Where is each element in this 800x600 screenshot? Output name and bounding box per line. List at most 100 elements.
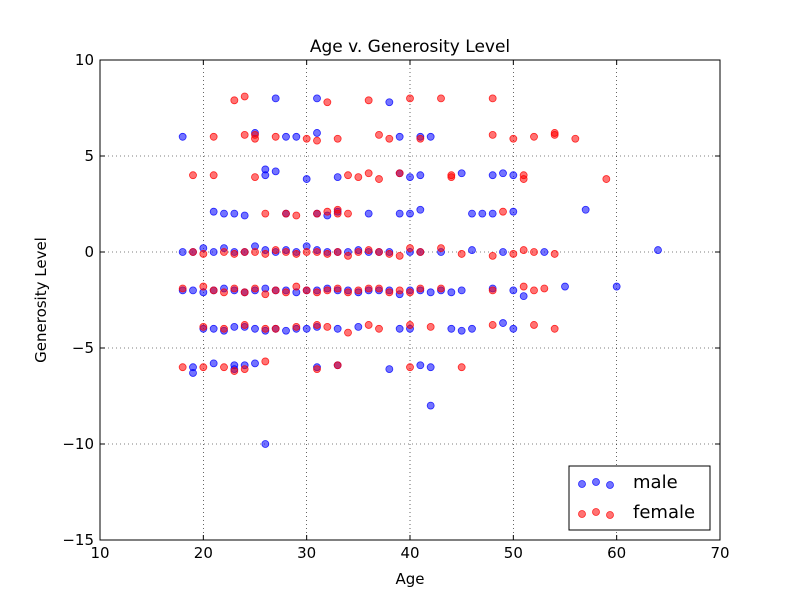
- female-data-point: [530, 132, 538, 141]
- legend-marker: [606, 481, 614, 489]
- legend-marker: [592, 478, 600, 486]
- female-data-point: [178, 363, 187, 372]
- male-data-point: [302, 175, 311, 183]
- female-data-point: [199, 282, 208, 291]
- female-data-point: [457, 363, 466, 372]
- female-data-point: [364, 321, 373, 329]
- female-data-point: [323, 207, 332, 216]
- female-data-point: [509, 134, 518, 143]
- female-data-point: [385, 250, 394, 258]
- series-female: [178, 92, 611, 375]
- male-data-point: [292, 132, 301, 141]
- male-data-point: [230, 209, 239, 218]
- female-data-point: [395, 251, 404, 260]
- male-data-point: [395, 209, 404, 218]
- x-tick-label: 50: [504, 544, 523, 562]
- legend-box: [568, 465, 711, 531]
- female-data-point: [354, 286, 363, 295]
- male-data-point: [499, 248, 507, 256]
- female-data-point: [240, 248, 249, 256]
- female-data-point: [230, 96, 239, 105]
- female-data-point: [416, 134, 425, 143]
- female-data-point: [209, 171, 218, 180]
- female-data-point: [292, 322, 301, 331]
- male-data-point: [261, 171, 270, 180]
- female-data-point: [344, 209, 352, 218]
- male-data-point: [333, 324, 342, 333]
- male-data-point: [385, 365, 394, 374]
- female-data-point: [282, 248, 290, 256]
- female-data-point: [488, 251, 497, 260]
- legend: male female: [568, 465, 711, 531]
- female-data-point: [282, 209, 290, 218]
- female-data-point: [333, 209, 342, 218]
- female-data-point: [261, 324, 270, 333]
- female-data-point: [395, 169, 404, 178]
- legend-female-markers: [578, 508, 614, 519]
- female-data-point: [313, 209, 321, 218]
- male-data-point: [416, 361, 425, 370]
- y-tick-label: 0: [84, 243, 94, 261]
- female-data-point: [540, 284, 549, 293]
- male-data-point: [426, 288, 435, 297]
- female-data-point: [333, 134, 342, 143]
- female-data-point: [437, 94, 445, 103]
- male-data-point: [271, 167, 280, 176]
- male-data-point: [416, 171, 425, 180]
- female-data-point: [220, 324, 228, 333]
- female-data-point: [323, 322, 332, 331]
- male-data-point: [654, 246, 662, 254]
- male-data-point: [364, 209, 373, 218]
- female-data-point: [344, 251, 352, 260]
- female-data-point: [488, 130, 497, 139]
- female-data-point: [323, 250, 332, 258]
- female-data-point: [375, 130, 383, 139]
- female-data-point: [199, 363, 208, 372]
- male-data-point: [251, 359, 259, 368]
- female-data-point: [509, 250, 518, 258]
- female-data-point: [530, 248, 538, 256]
- female-data-point: [178, 284, 187, 293]
- x-tick-label: 30: [297, 544, 316, 562]
- y-tick-label: 10: [75, 51, 94, 69]
- female-data-point: [447, 171, 456, 180]
- female-data-point: [292, 211, 301, 220]
- male-data-point: [240, 211, 249, 220]
- male-data-point: [509, 171, 518, 180]
- legend-label-female: female: [633, 502, 695, 523]
- x-tick-label: 70: [710, 544, 729, 562]
- female-data-point: [395, 286, 404, 295]
- female-data-point: [230, 367, 239, 375]
- female-data-point: [354, 248, 363, 256]
- male-data-point: [519, 292, 528, 301]
- x-tick-label: 20: [194, 544, 213, 562]
- male-data-point: [395, 132, 404, 141]
- female-data-point: [251, 134, 259, 143]
- male-data-point: [488, 171, 497, 180]
- female-data-point: [364, 284, 373, 293]
- male-data-point: [220, 209, 228, 218]
- female-data-point: [251, 173, 259, 182]
- male-data-point: [230, 322, 239, 331]
- male-data-point: [354, 322, 363, 331]
- male-data-point: [612, 282, 621, 291]
- x-tick-label: 10: [90, 544, 109, 562]
- female-data-point: [499, 207, 507, 216]
- x-tick-label: 60: [607, 544, 626, 562]
- male-data-point: [509, 286, 518, 295]
- male-data-point: [426, 132, 435, 141]
- female-data-point: [344, 288, 352, 297]
- y-tick-label: −15: [62, 531, 94, 549]
- female-data-point: [313, 248, 321, 256]
- female-data-point: [426, 322, 435, 331]
- data-points: [178, 92, 662, 448]
- male-data-point: [499, 169, 507, 178]
- male-data-point: [488, 209, 497, 218]
- female-data-point: [230, 250, 239, 258]
- female-data-point: [375, 324, 383, 333]
- legend-marker: [592, 508, 600, 516]
- female-data-point: [323, 286, 332, 295]
- legend-marker: [578, 480, 586, 488]
- female-data-point: [271, 132, 280, 141]
